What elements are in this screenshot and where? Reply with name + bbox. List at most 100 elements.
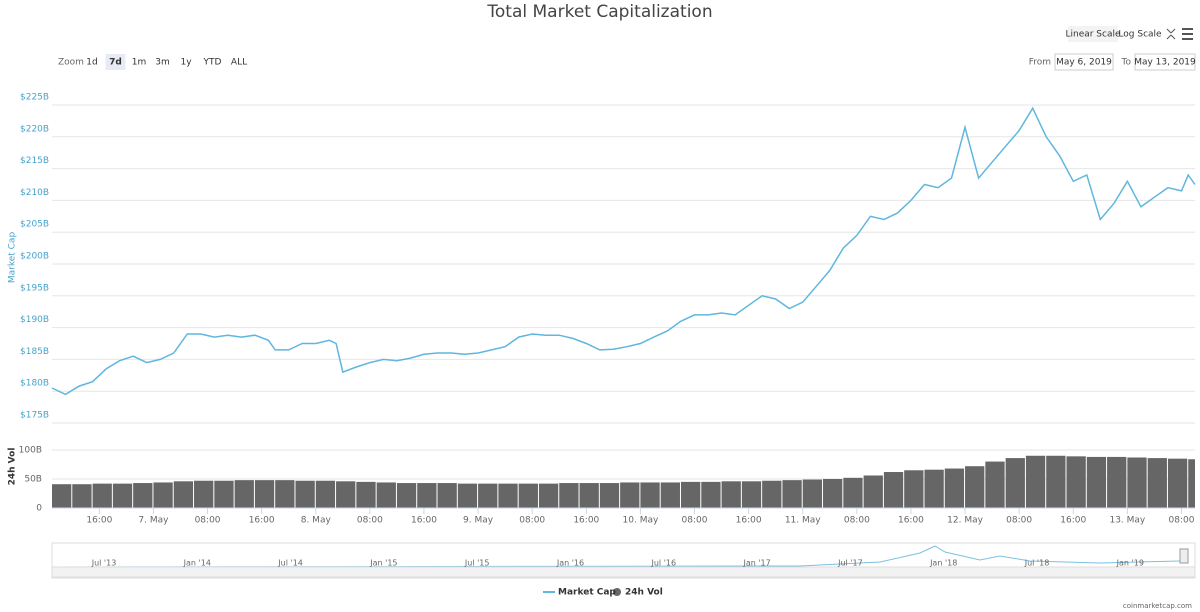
zoom-button[interactable]: 1m <box>132 58 147 68</box>
x-tick-label: 16:00 <box>411 516 437 526</box>
bar <box>1046 455 1066 508</box>
bar <box>965 466 985 508</box>
zoom-button[interactable]: 1y <box>180 58 192 68</box>
y-tick-label: 100B <box>19 445 42 455</box>
bar <box>112 483 133 508</box>
x-tick-label: 08:00 <box>195 516 221 526</box>
bar <box>559 483 579 508</box>
x-tick-label: 16:00 <box>736 516 762 526</box>
y-tick-label: $210B <box>20 188 49 198</box>
menu-icon[interactable] <box>1182 28 1193 40</box>
x-tick-label: 9. May <box>463 516 494 526</box>
bar <box>376 482 396 508</box>
scale-button[interactable]: Linear Scale <box>1065 30 1121 40</box>
x-tick-label: 08:00 <box>357 516 383 526</box>
bar <box>153 482 173 508</box>
bar <box>1086 456 1107 508</box>
zoom-button[interactable]: ALL <box>231 58 247 68</box>
legend-swatch <box>613 588 621 596</box>
navigator[interactable] <box>51 542 1196 579</box>
navigator-label: Jul '14 <box>277 559 303 568</box>
zoom-button-bg[interactable] <box>105 54 126 70</box>
x-tick-label: 7. May <box>138 516 169 526</box>
bar <box>275 480 295 508</box>
navigator-label: Jan '14 <box>183 559 211 568</box>
y-tick-label: $180B <box>20 379 49 389</box>
bar <box>396 483 417 508</box>
bar <box>92 483 112 508</box>
bar <box>883 472 904 508</box>
chart-title: Total Market Capitalization <box>486 2 712 22</box>
zoom-button[interactable]: 3m <box>155 58 170 68</box>
bar <box>701 481 721 508</box>
y-tick-label: $195B <box>20 283 49 293</box>
x-tick-label: 16:00 <box>249 516 275 526</box>
y-tick-label: $225B <box>20 93 49 103</box>
bar <box>234 480 254 508</box>
bar <box>457 483 478 508</box>
bar <box>498 483 518 508</box>
from-input[interactable] <box>1054 53 1114 71</box>
from-label: From <box>1029 58 1051 68</box>
y-tick-label: 50B <box>24 474 42 484</box>
credit: coinmarketcap.com <box>1123 602 1192 610</box>
bar <box>904 470 924 508</box>
navigator-label: Jan '17 <box>742 559 770 568</box>
legend-label[interactable]: 24h Vol <box>625 588 663 598</box>
y-tick-label: $205B <box>20 220 49 230</box>
navigator-label: Jul '15 <box>464 559 490 568</box>
bar <box>417 483 437 508</box>
fullscreen-icon[interactable] <box>1166 28 1176 40</box>
zoom-button[interactable]: YTD <box>203 58 222 68</box>
bar <box>1107 456 1127 508</box>
scale-button-bg[interactable] <box>1068 26 1118 42</box>
y-tick-label: $220B <box>20 124 49 134</box>
bar <box>336 481 356 508</box>
bar <box>985 461 1005 508</box>
to-input[interactable] <box>1134 53 1196 71</box>
x-tick-label: 16:00 <box>573 516 599 526</box>
navigator-label: Jan '16 <box>556 559 584 568</box>
bar <box>538 483 559 508</box>
y-tick-label: $200B <box>20 252 49 262</box>
bar <box>1127 457 1147 508</box>
bar <box>1005 458 1025 508</box>
zoom-label: Zoom <box>58 58 84 68</box>
bar <box>437 483 457 508</box>
bar <box>315 480 336 508</box>
zoom-button[interactable]: 1d <box>86 58 97 68</box>
line <box>51 106 1196 396</box>
x-tick-label: 08:00 <box>682 516 708 526</box>
bar <box>924 469 944 508</box>
bar <box>478 483 498 508</box>
x-tick-label: 12. May <box>947 516 983 526</box>
bar <box>721 481 741 508</box>
y-axis-title: Market Cap <box>8 232 18 284</box>
navigator-label: Jul '16 <box>651 559 677 568</box>
bar <box>173 481 194 508</box>
x-tick-label: 08:00 <box>844 516 870 526</box>
bar <box>52 484 72 508</box>
bar <box>944 468 965 508</box>
bar <box>1167 458 1188 508</box>
bar <box>599 483 620 508</box>
from-date[interactable]: May 6, 2019 <box>1056 58 1112 68</box>
navigator-label: Jul '18 <box>1024 559 1050 568</box>
bar <box>579 483 599 508</box>
bar <box>620 482 640 508</box>
y-axis-title: 24h Vol <box>8 448 18 486</box>
scale-button[interactable]: Log Scale <box>1118 30 1162 40</box>
x-tick-label: 16:00 <box>86 516 112 526</box>
navigator-label: Jan '15 <box>369 559 397 568</box>
bar <box>843 477 863 508</box>
legend-label[interactable]: Market Cap <box>558 588 616 598</box>
y-tick-label: $215B <box>20 156 49 166</box>
navigator-label: Jan '18 <box>929 559 957 568</box>
bar <box>741 481 762 508</box>
y-tick-label: $190B <box>20 315 49 325</box>
to-date[interactable]: May 13, 2019 <box>1134 58 1196 68</box>
zoom-button[interactable]: 7d <box>109 58 122 68</box>
navigator-label: Jul '17 <box>837 559 863 568</box>
navigator-label: Jul '13 <box>91 559 117 568</box>
